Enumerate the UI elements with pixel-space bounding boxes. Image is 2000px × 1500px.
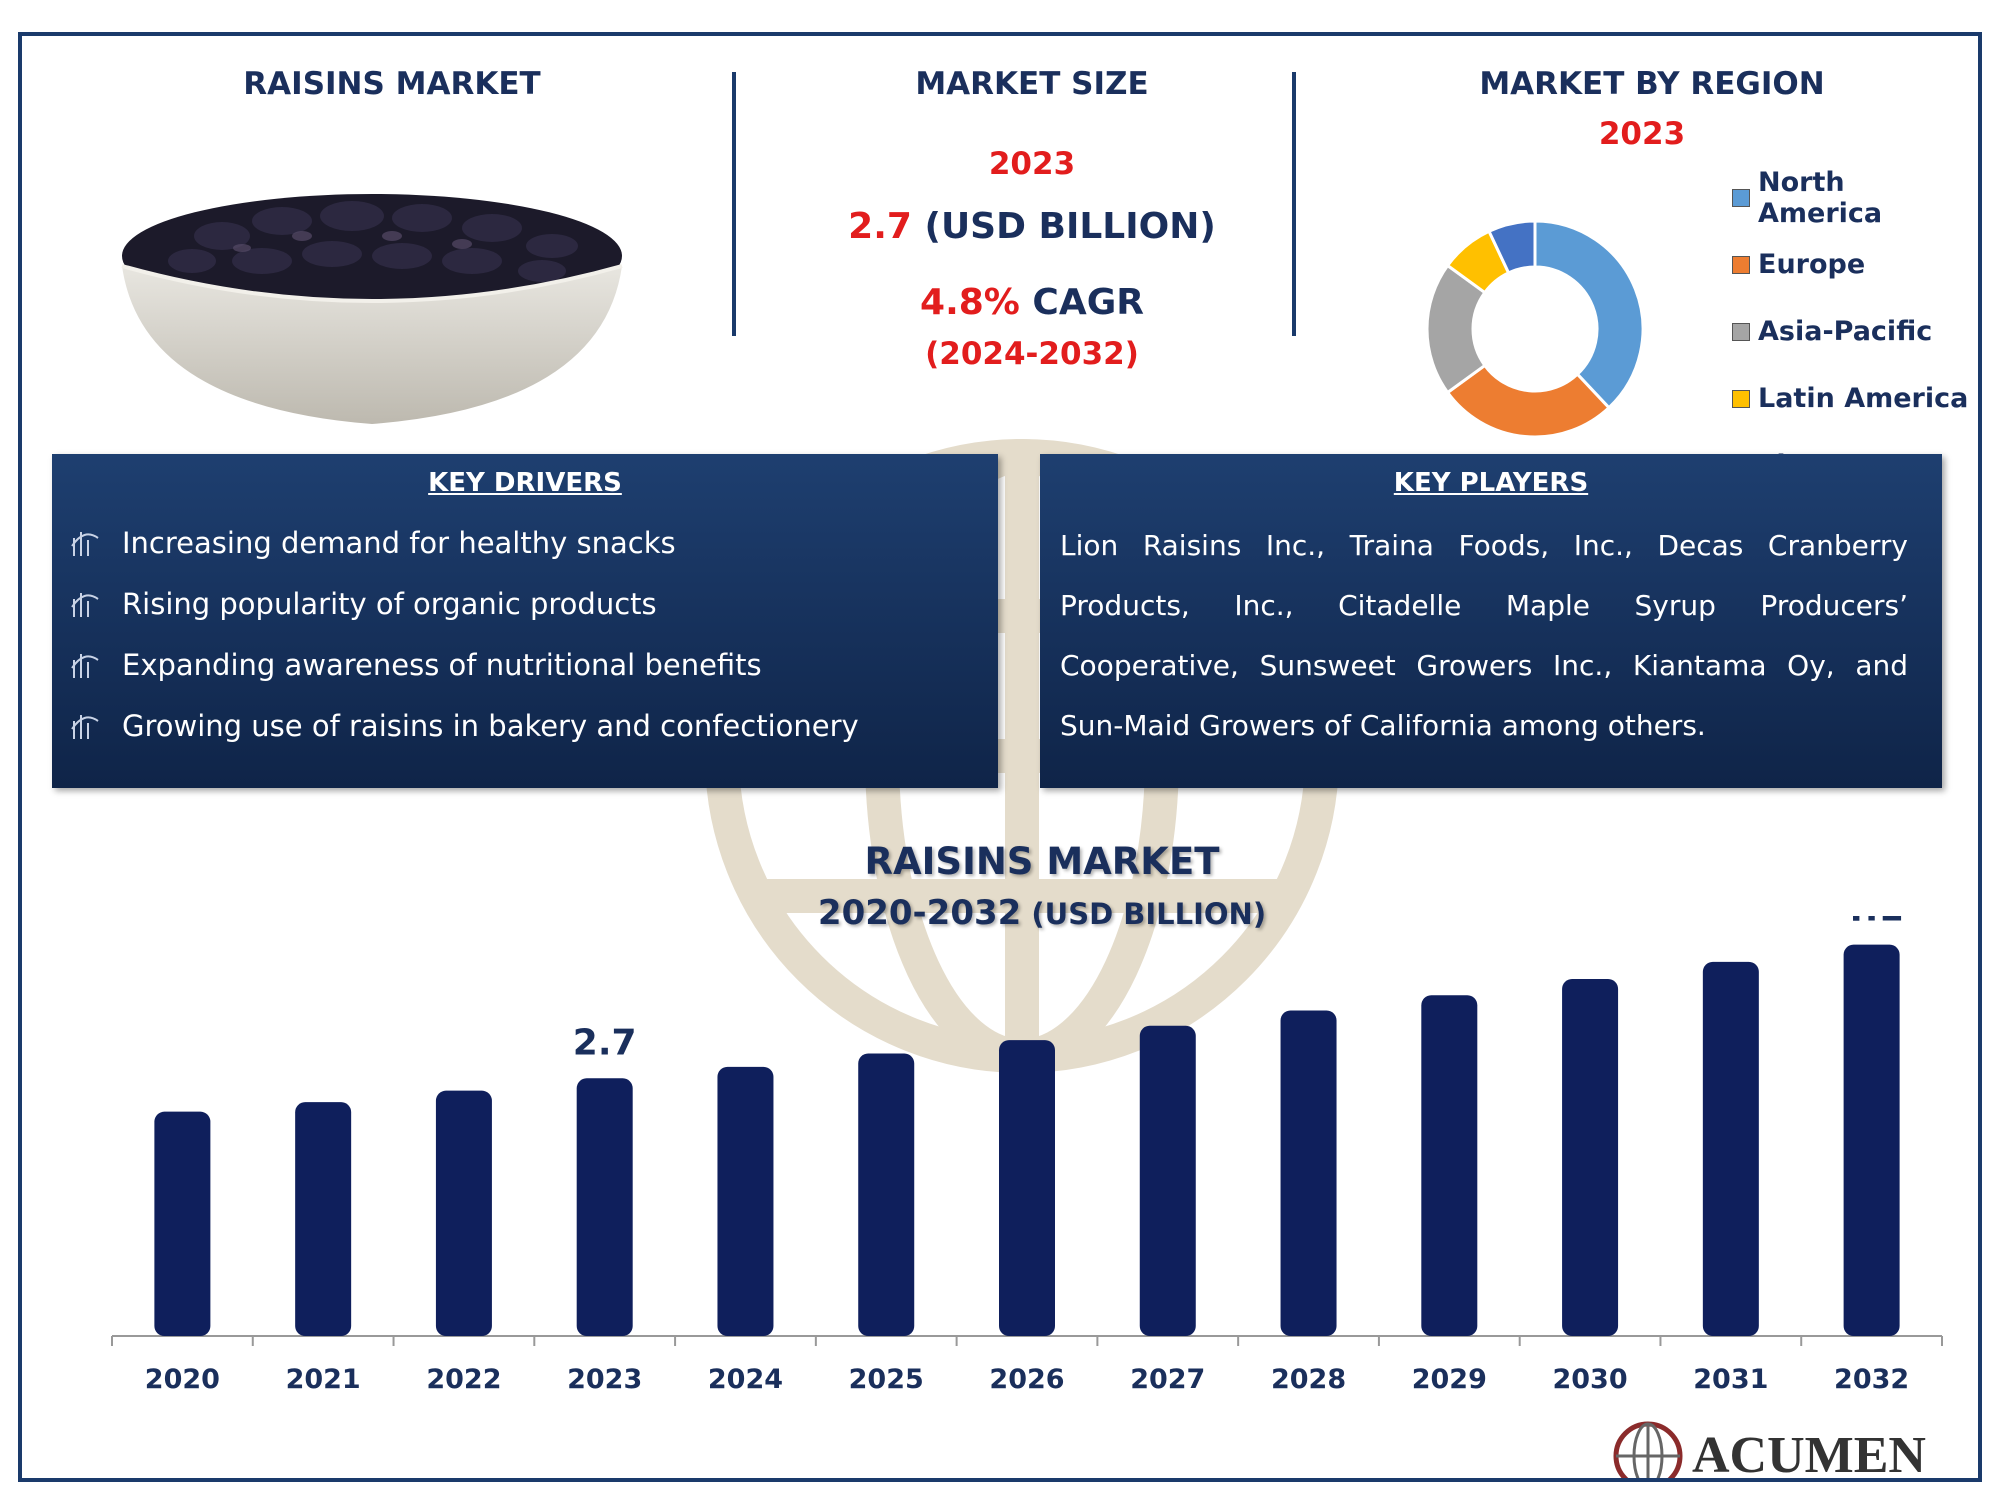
- bar-2032: [1843, 944, 1900, 1336]
- x-tick-label: 2028: [1271, 1364, 1346, 1395]
- legend-item: Asia-Pacific: [1732, 298, 1978, 365]
- bar-2031: [1702, 961, 1759, 1336]
- donut-slice-the-mea: [1487, 219, 1537, 275]
- x-tick-label: 2020: [145, 1364, 220, 1395]
- cagr-value: 4.8% CAGR: [752, 282, 1312, 323]
- x-tick-label: 2021: [286, 1364, 361, 1395]
- infographic-frame: RAISINS MARKET MARKET SIZE MARKET BY REG…: [18, 32, 1982, 1482]
- divider-left: [732, 72, 736, 336]
- key-driver-text: Growing use of raisins in bakery and con…: [122, 708, 859, 743]
- cagr-label: CAGR: [1019, 282, 1144, 323]
- x-tick-label: 2022: [426, 1364, 501, 1395]
- growth-chart-icon: [71, 531, 99, 556]
- key-driver-text: Expanding awareness of nutritional benef…: [122, 647, 762, 682]
- bar-2030: [1562, 979, 1619, 1336]
- x-tick-label: 2027: [1130, 1364, 1205, 1395]
- growth-chart-icon: [71, 714, 99, 739]
- key-driver-text: Rising popularity of organic products: [122, 586, 657, 621]
- x-tick-label: 2026: [989, 1364, 1064, 1395]
- legend-item: Latin America: [1732, 365, 1978, 432]
- acumen-logo: ACUMEN RESEARCH AND CONSULTING: [1613, 1421, 1926, 1482]
- bar-2024: [717, 1066, 774, 1336]
- legend-label: North America: [1757, 166, 1883, 229]
- divider-right: [1292, 72, 1296, 336]
- bar-2022: [435, 1090, 492, 1336]
- legend-item: North America: [1732, 164, 1978, 231]
- cagr-number: 4.8%: [920, 282, 1020, 323]
- bar-2028: [1280, 1010, 1337, 1336]
- key-drivers-title: KEY DRIVERS: [428, 468, 622, 498]
- market-by-region-title: MARKET BY REGION: [1479, 66, 1825, 102]
- market-value-unit: (USD BILLION): [911, 206, 1216, 247]
- market-value-number: 2.7: [848, 206, 912, 247]
- bar-2029: [1421, 995, 1478, 1336]
- chart-title-line2: 2020-2032 (USD BILLION): [722, 893, 1362, 933]
- donut-slice-north-america: [1533, 219, 1645, 410]
- key-driver-item: Rising popularity of organic products: [52, 573, 998, 634]
- bar-2025: [858, 1053, 915, 1336]
- market-size-title: MARKET SIZE: [915, 66, 1149, 102]
- x-tick-label: 2030: [1552, 1364, 1627, 1395]
- key-drivers-panel: KEY DRIVERS Increasing demand for health…: [52, 454, 998, 788]
- chart-title: RAISINS MARKET 2020-2032 (USD BILLION): [722, 840, 1362, 933]
- chart-title-unit: (USD BILLION): [1021, 897, 1267, 931]
- region-legend: North America Europe Asia-Pacific Latin Ame…: [1732, 164, 1978, 499]
- legend-label: Latin America: [1758, 383, 1969, 414]
- region-year: 2023: [1598, 116, 1686, 152]
- key-driver-text: Increasing demand for healthy snacks: [122, 525, 676, 560]
- market-size-year: 2023: [988, 146, 1076, 182]
- legend-label: Europe: [1758, 249, 1866, 280]
- key-driver-item: Expanding awareness of nutritional benef…: [52, 634, 998, 695]
- svg-text:ACUMEN: ACUMEN: [1692, 1427, 1926, 1482]
- x-tick-label: 2032: [1834, 1364, 1909, 1395]
- region-donut-chart: [1425, 219, 1645, 439]
- bar-2027: [1139, 1025, 1196, 1336]
- market-bar-chart: 2020 2021 2022 2023 2.7 2024 2025 2026 2027 2028 2…: [111, 916, 1943, 1395]
- legend-swatch: [1732, 389, 1750, 408]
- legend-swatch: [1732, 255, 1750, 274]
- x-tick-label: 2029: [1412, 1364, 1487, 1395]
- legend-label: Asia-Pacific: [1758, 316, 1933, 347]
- globe-logo-icon: [1613, 1421, 1683, 1478]
- key-driver-item: Growing use of raisins in bakery and con…: [52, 695, 998, 756]
- key-players-panel: KEY PLAYERS Lion Raisins Inc., Traina Fo…: [1040, 454, 1942, 788]
- raisin-bowl-image: [121, 194, 623, 424]
- key-players-title: KEY PLAYERS: [1393, 468, 1589, 498]
- cagr-period: (2024-2032): [925, 336, 1139, 372]
- key-players-text: Lion Raisins Inc., Traina Foods, Inc., D…: [1060, 529, 1908, 742]
- key-drivers-list: Increasing demand for healthy snacks Risi…: [52, 512, 998, 756]
- raisins-market-title: RAISINS MARKET: [243, 66, 541, 102]
- donut-slice-europe: [1445, 363, 1612, 439]
- bar-2026: [999, 1040, 1055, 1336]
- growth-chart-icon: [71, 653, 99, 678]
- key-driver-item: Increasing demand for healthy snacks: [52, 512, 998, 573]
- bar-data-label: 4.1: [1840, 916, 1904, 930]
- chart-title-period: 2020-2032: [817, 893, 1022, 933]
- growth-chart-icon: [71, 592, 99, 617]
- chart-title-line1: RAISINS MARKET: [864, 840, 1220, 883]
- x-tick-label: 2023: [567, 1364, 642, 1395]
- x-tick-label: 2024: [708, 1364, 783, 1395]
- bar-2023: [576, 1078, 633, 1336]
- legend-item: Europe: [1732, 231, 1978, 298]
- legend-swatch: [1732, 322, 1750, 341]
- x-tick-label: 2031: [1693, 1364, 1768, 1395]
- bar-2020: [154, 1111, 211, 1336]
- bar-data-label: 2.7: [573, 1022, 637, 1063]
- legend-swatch: [1732, 188, 1750, 207]
- x-tick-label: 2025: [849, 1364, 924, 1395]
- bar-2021: [295, 1102, 352, 1336]
- market-size-value: 2.7 (USD BILLION): [752, 206, 1312, 247]
